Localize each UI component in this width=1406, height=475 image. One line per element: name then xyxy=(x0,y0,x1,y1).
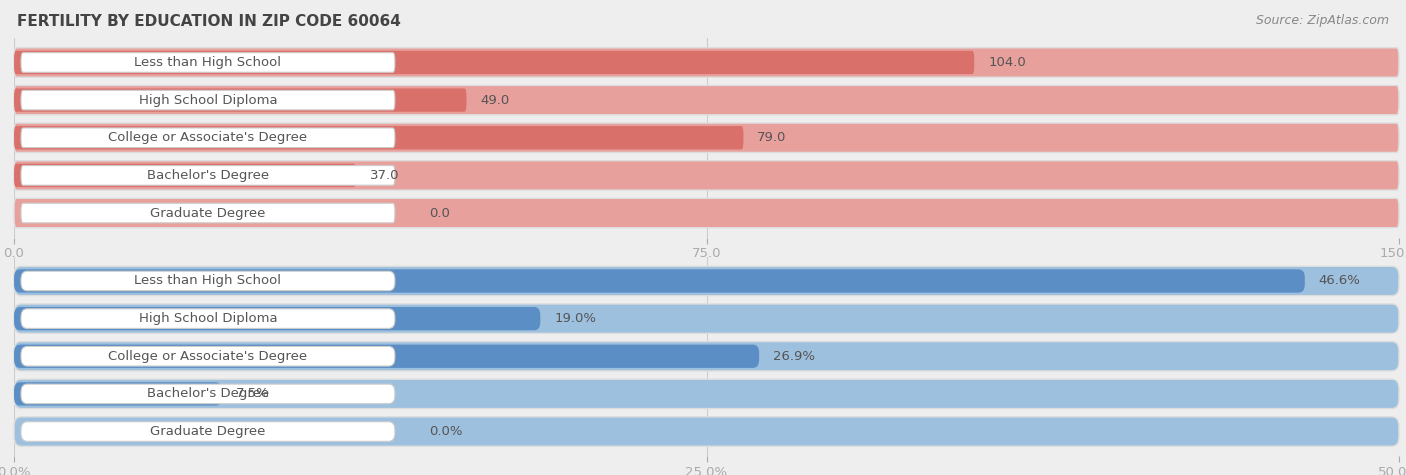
Text: College or Associate's Degree: College or Associate's Degree xyxy=(108,131,308,144)
Text: 104.0: 104.0 xyxy=(988,56,1026,69)
FancyBboxPatch shape xyxy=(14,307,540,330)
FancyBboxPatch shape xyxy=(14,382,222,406)
Text: 79.0: 79.0 xyxy=(758,131,787,144)
Text: Less than High School: Less than High School xyxy=(135,275,281,287)
FancyBboxPatch shape xyxy=(21,346,395,366)
FancyBboxPatch shape xyxy=(14,304,1399,333)
FancyBboxPatch shape xyxy=(14,269,1305,293)
Text: High School Diploma: High School Diploma xyxy=(139,312,277,325)
FancyBboxPatch shape xyxy=(21,384,395,404)
Text: College or Associate's Degree: College or Associate's Degree xyxy=(108,350,308,363)
FancyBboxPatch shape xyxy=(14,161,1399,190)
FancyBboxPatch shape xyxy=(14,88,467,112)
Text: High School Diploma: High School Diploma xyxy=(139,94,277,106)
FancyBboxPatch shape xyxy=(21,203,395,223)
Text: 7.5%: 7.5% xyxy=(236,388,270,400)
FancyBboxPatch shape xyxy=(21,422,395,441)
FancyBboxPatch shape xyxy=(21,53,395,72)
FancyBboxPatch shape xyxy=(14,48,1399,77)
Text: 0.0: 0.0 xyxy=(430,207,450,219)
Text: Graduate Degree: Graduate Degree xyxy=(150,207,266,219)
Text: 46.6%: 46.6% xyxy=(1319,275,1361,287)
FancyBboxPatch shape xyxy=(21,128,395,148)
FancyBboxPatch shape xyxy=(14,51,974,74)
FancyBboxPatch shape xyxy=(14,164,356,187)
Text: Bachelor's Degree: Bachelor's Degree xyxy=(146,169,269,182)
FancyBboxPatch shape xyxy=(21,166,395,185)
FancyBboxPatch shape xyxy=(21,271,395,291)
Text: Bachelor's Degree: Bachelor's Degree xyxy=(146,388,269,400)
FancyBboxPatch shape xyxy=(14,342,1399,371)
Text: 0.0%: 0.0% xyxy=(430,425,463,438)
Text: Graduate Degree: Graduate Degree xyxy=(150,425,266,438)
Text: Less than High School: Less than High School xyxy=(135,56,281,69)
Text: FERTILITY BY EDUCATION IN ZIP CODE 60064: FERTILITY BY EDUCATION IN ZIP CODE 60064 xyxy=(17,14,401,29)
FancyBboxPatch shape xyxy=(14,123,1399,152)
FancyBboxPatch shape xyxy=(14,86,1399,115)
FancyBboxPatch shape xyxy=(14,266,1399,295)
Text: 49.0: 49.0 xyxy=(481,94,509,106)
Text: Source: ZipAtlas.com: Source: ZipAtlas.com xyxy=(1256,14,1389,27)
FancyBboxPatch shape xyxy=(14,379,1399,408)
Text: 37.0: 37.0 xyxy=(370,169,399,182)
FancyBboxPatch shape xyxy=(14,417,1399,446)
Text: 26.9%: 26.9% xyxy=(773,350,815,363)
FancyBboxPatch shape xyxy=(14,126,744,150)
FancyBboxPatch shape xyxy=(14,199,1399,228)
FancyBboxPatch shape xyxy=(14,344,759,368)
FancyBboxPatch shape xyxy=(21,90,395,110)
Text: 19.0%: 19.0% xyxy=(554,312,596,325)
FancyBboxPatch shape xyxy=(21,309,395,328)
